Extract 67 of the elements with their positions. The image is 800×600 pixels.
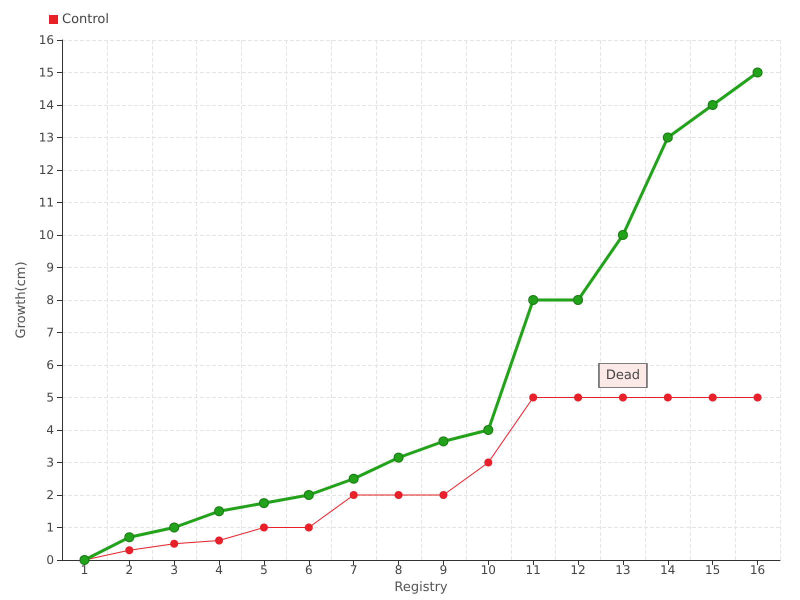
y-axis-title: Growth(cm) [14,261,29,339]
point [754,394,762,402]
y-tick-label: 8 [46,293,54,307]
y-tick-label: 14 [38,98,54,112]
x-tick-label: 8 [394,563,402,577]
x-tick-label: 15 [705,563,720,577]
point [438,436,448,446]
y-tick-label: 10 [38,228,54,242]
point [124,532,134,542]
x-tick-label: 12 [570,563,586,577]
point [618,230,628,240]
x-tick-label: 4 [215,563,223,577]
x-tick-label: 13 [615,563,631,577]
point [708,394,717,402]
x-tick-label: 6 [304,563,313,577]
x-tick-label: 1 [80,563,88,577]
point [574,394,582,402]
point [483,425,494,435]
point [394,452,404,463]
x-tick-label: 10 [480,563,496,577]
point [169,522,180,532]
point [350,491,358,499]
y-tick-label: 3 [46,456,54,470]
point [618,394,627,402]
point [752,68,763,78]
y-tick-label: 0 [46,553,54,567]
x-tick-label: 14 [660,563,676,577]
x-axis-title: Registry [394,580,448,595]
x-tick-label: 11 [526,563,541,577]
x-tick-label: 16 [750,563,766,577]
y-tick-label: 1 [46,520,54,534]
x-tick-label: 2 [125,563,134,577]
point [348,474,359,484]
y-tick-label: 9 [46,260,54,274]
x-tick-label: 5 [260,563,268,577]
point [573,295,584,305]
y-tick-label: 2 [46,488,54,502]
y-tick-label: 6 [46,358,54,372]
point [214,506,224,516]
legend-label: Control [62,12,109,27]
annotation: Dead [606,368,640,383]
point [304,524,313,532]
point [215,536,224,544]
point [484,458,492,466]
point [258,498,269,508]
y-tick-label: 12 [38,163,54,177]
y-tick-label: 11 [38,196,54,210]
point [529,394,538,402]
y-tick-label: 7 [46,326,54,340]
point [394,491,403,499]
point [260,524,268,532]
x-tick-label: 7 [350,563,358,577]
y-tick-label: 4 [46,423,54,437]
y-tick-label: 16 [38,33,54,47]
y-tick-label: 5 [46,390,54,404]
point [664,394,672,402]
point [170,540,178,548]
x-tick-label: 3 [170,563,178,577]
y-tick-label: 15 [38,66,54,80]
point [125,546,134,554]
point [662,132,673,142]
point [528,295,538,305]
point [439,491,448,499]
point [304,490,314,500]
point [708,100,718,110]
x-tick-label: 9 [440,563,448,577]
y-tick-label: 13 [38,130,54,144]
